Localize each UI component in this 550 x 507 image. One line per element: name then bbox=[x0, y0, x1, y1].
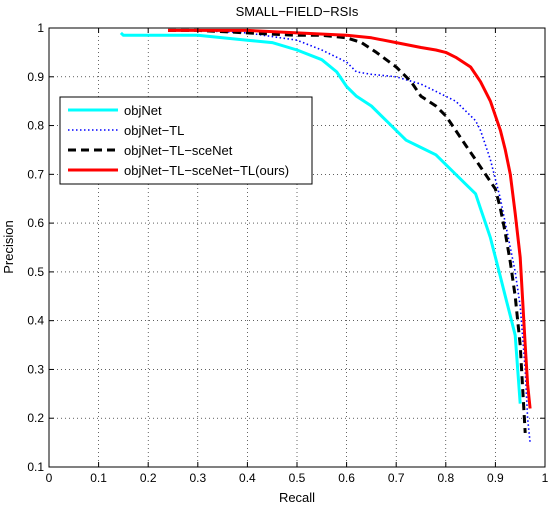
legend-label-3: objNet−TL−sceNet bbox=[124, 143, 233, 158]
x-tick-label: 0.7 bbox=[388, 471, 405, 485]
y-tick-label: 0.8 bbox=[27, 119, 44, 133]
x-tick-label: 0 bbox=[46, 471, 53, 485]
x-tick-label: 0.1 bbox=[90, 471, 107, 485]
y-tick-label: 0.1 bbox=[27, 460, 44, 474]
grid bbox=[49, 28, 545, 467]
y-tick-label: 0.6 bbox=[27, 216, 44, 230]
x-tick-label: 0.3 bbox=[189, 471, 206, 485]
y-tick-label: 1 bbox=[37, 21, 44, 35]
legend-label-4: objNet−TL−sceNet−TL(ours) bbox=[124, 163, 289, 178]
series-line-1 bbox=[119, 31, 522, 404]
plot-series bbox=[119, 28, 532, 443]
ticks: 0 0.1 0.2 0.3 0.4 0.5 0.6 0.7 0.8 0.9 10.10.20.30.… bbox=[27, 21, 548, 485]
series-line-2 bbox=[168, 29, 531, 443]
y-tick-label: 0.2 bbox=[27, 411, 44, 425]
legend: objNet objNet−TL objNet−TL−sceNet objNet−TL… bbox=[59, 96, 313, 185]
y-tick-label: 0.5 bbox=[27, 265, 44, 279]
x-tick-label: 0.5 bbox=[289, 471, 306, 485]
y-axis-label: Precision bbox=[1, 220, 16, 273]
x-tick-label: 0.6 bbox=[338, 471, 355, 485]
chart-title: SMALL−FIELD−RSIs bbox=[236, 4, 359, 19]
x-tick-label: 0.4 bbox=[239, 471, 256, 485]
y-tick-label: 0.7 bbox=[27, 167, 44, 181]
y-tick-label: 0.9 bbox=[27, 70, 44, 84]
x-tick-label: 0.8 bbox=[437, 471, 454, 485]
series-line-4 bbox=[168, 28, 532, 409]
x-tick-label: 0.2 bbox=[140, 471, 157, 485]
y-tick-label: 0.3 bbox=[27, 362, 44, 376]
x-tick-label: 1 bbox=[542, 471, 549, 485]
legend-label-2: objNet−TL bbox=[124, 123, 184, 138]
x-axis-label: Recall bbox=[279, 490, 315, 505]
plot-frame bbox=[48, 27, 546, 468]
legend-label-1: objNet bbox=[124, 103, 162, 118]
x-tick-label: 0.9 bbox=[487, 471, 504, 485]
y-tick-label: 0.4 bbox=[27, 314, 44, 328]
